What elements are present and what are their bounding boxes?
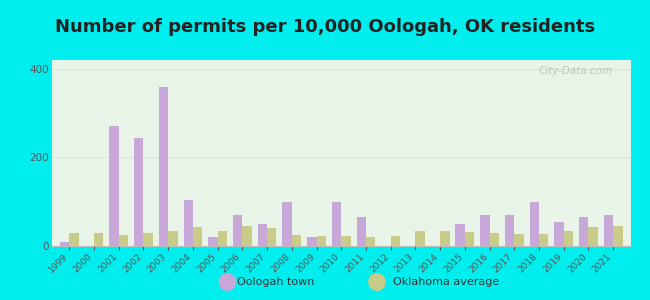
Bar (415, 230, 425, 246)
Bar (341, 236, 350, 246)
Bar (307, 237, 317, 246)
Bar (539, 234, 549, 246)
Bar (159, 87, 168, 246)
Bar (267, 228, 276, 246)
Bar (60, 242, 70, 246)
Bar (94, 233, 103, 246)
Bar (465, 232, 474, 246)
Bar (292, 235, 301, 246)
Bar (604, 215, 613, 246)
Bar (579, 217, 588, 246)
Bar (530, 202, 539, 246)
Bar (489, 233, 499, 246)
Text: Oologah town: Oologah town (237, 277, 315, 287)
Bar (183, 200, 193, 246)
Bar (70, 233, 79, 246)
Bar (564, 230, 573, 246)
Bar (332, 202, 341, 246)
Bar (119, 235, 128, 246)
Bar (505, 215, 514, 246)
Bar (317, 236, 326, 246)
Bar (554, 222, 564, 246)
Bar (357, 217, 366, 246)
Bar (366, 237, 375, 246)
Bar (208, 237, 218, 246)
Bar (144, 233, 153, 246)
Text: City-Data.com: City-Data.com (539, 66, 613, 76)
Bar (242, 226, 252, 246)
Bar (514, 234, 524, 246)
Bar (456, 224, 465, 246)
Bar (480, 215, 489, 246)
Bar (218, 230, 227, 246)
Bar (282, 202, 292, 246)
Bar (134, 137, 144, 246)
Bar (168, 230, 177, 246)
Text: Oklahoma average: Oklahoma average (393, 277, 499, 287)
Text: Number of permits per 10,000 Oologah, OK residents: Number of permits per 10,000 Oologah, OK… (55, 18, 595, 36)
Bar (440, 230, 450, 246)
Bar (391, 236, 400, 246)
Bar (613, 226, 623, 246)
Bar (233, 215, 242, 246)
Bar (257, 224, 267, 246)
Bar (193, 227, 202, 246)
Bar (588, 227, 598, 246)
Bar (109, 126, 119, 246)
